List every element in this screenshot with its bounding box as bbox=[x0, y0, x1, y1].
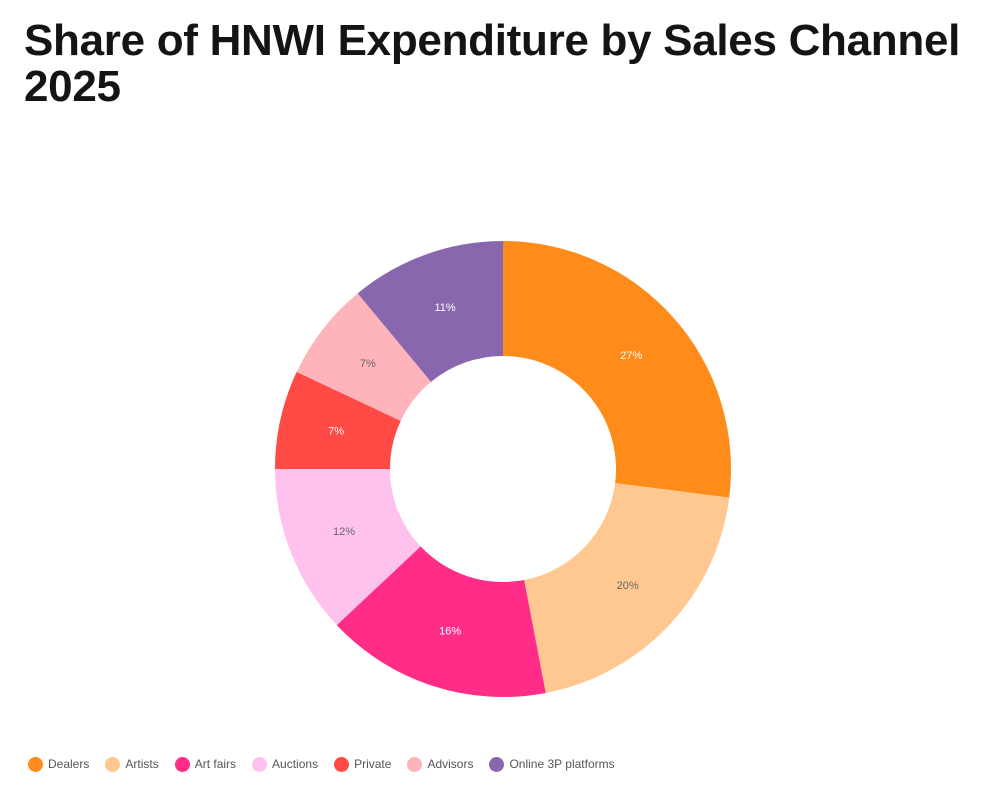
legend-label-art-fairs: Art fairs bbox=[194, 757, 237, 771]
legend-label-auctions: Auctions bbox=[272, 757, 319, 771]
slice-dealers[interactable] bbox=[503, 241, 731, 498]
slice-label-art-fairs: 16% bbox=[439, 626, 461, 638]
slice-private[interactable] bbox=[275, 371, 401, 469]
chart-legend: Dealers Artists Art fairs Auctions Private Ad… bbox=[28, 754, 631, 774]
legend-swatch-advisors bbox=[407, 756, 423, 772]
slice-online-3p-platforms[interactable] bbox=[357, 241, 503, 382]
legend-swatch-private bbox=[334, 756, 350, 772]
legend-item-private[interactable]: Private bbox=[334, 754, 391, 774]
chart-title: Share of HNWI Expenditure by Sales Chann… bbox=[24, 16, 961, 111]
legend-item-online-3p-platforms[interactable]: Online 3P platforms bbox=[489, 754, 615, 774]
slice-label-dealers: 27% bbox=[620, 350, 642, 362]
slice-label-private: 7% bbox=[328, 426, 344, 438]
slice-art-fairs[interactable] bbox=[336, 546, 546, 697]
slice-auctions[interactable] bbox=[275, 469, 421, 626]
slice-label-advisors: 7% bbox=[360, 358, 376, 370]
legend-item-dealers[interactable]: Dealers bbox=[28, 754, 89, 774]
legend-item-art-fairs[interactable]: Art fairs bbox=[174, 754, 237, 774]
legend-label-advisors: Advisors bbox=[427, 757, 474, 771]
donut-slices bbox=[275, 241, 731, 697]
slice-advisors[interactable] bbox=[296, 293, 431, 421]
slice-label-auctions: 12% bbox=[333, 526, 355, 538]
legend-item-artists[interactable]: Artists bbox=[105, 754, 159, 774]
legend-label-private: Private bbox=[354, 757, 392, 771]
legend-swatch-dealers bbox=[28, 756, 43, 772]
legend-label-dealers: Dealers bbox=[48, 757, 90, 771]
legend-item-auctions[interactable]: Auctions bbox=[252, 754, 318, 774]
slice-artists[interactable] bbox=[524, 483, 730, 693]
slice-label-online-3p-platforms: 11% bbox=[434, 302, 455, 314]
legend-swatch-artists bbox=[105, 756, 121, 772]
legend-label-online-3p-platforms: Online 3P platforms bbox=[509, 757, 615, 771]
slice-labels: 27% 20% 16% 12% 7% 7% 11% bbox=[328, 302, 642, 638]
legend-swatch-online-3p-platforms bbox=[489, 756, 505, 772]
legend-swatch-auctions bbox=[252, 756, 268, 772]
legend-swatch-art-fairs bbox=[174, 756, 190, 772]
slice-label-artists: 20% bbox=[617, 580, 639, 592]
legend-item-advisors[interactable]: Advisors bbox=[407, 754, 473, 774]
legend-label-artists: Artists bbox=[125, 757, 159, 771]
